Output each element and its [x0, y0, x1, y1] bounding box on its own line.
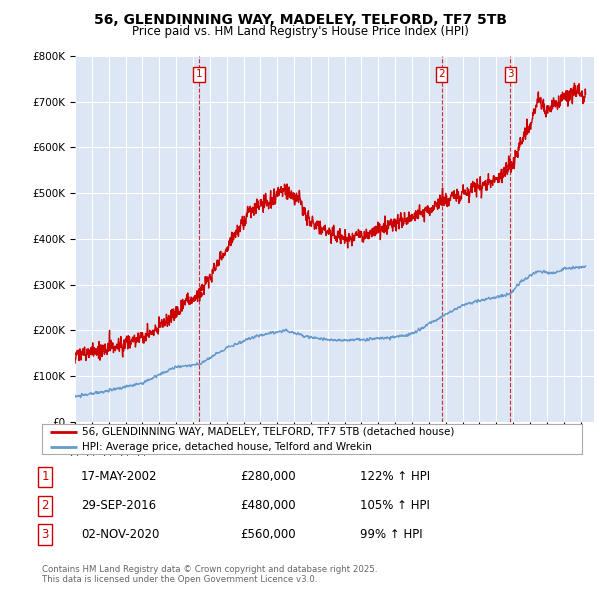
Text: 56, GLENDINNING WAY, MADELEY, TELFORD, TF7 5TB: 56, GLENDINNING WAY, MADELEY, TELFORD, T… — [94, 13, 506, 27]
Text: 1: 1 — [41, 470, 49, 483]
Text: 29-SEP-2016: 29-SEP-2016 — [81, 499, 156, 512]
Text: £560,000: £560,000 — [240, 528, 296, 541]
Text: 2: 2 — [41, 499, 49, 512]
Text: 1: 1 — [196, 70, 203, 79]
Text: Contains HM Land Registry data © Crown copyright and database right 2025.
This d: Contains HM Land Registry data © Crown c… — [42, 565, 377, 584]
Text: 02-NOV-2020: 02-NOV-2020 — [81, 528, 160, 541]
Text: 2: 2 — [438, 70, 445, 79]
Text: 3: 3 — [41, 528, 49, 541]
Text: HPI: Average price, detached house, Telford and Wrekin: HPI: Average price, detached house, Telf… — [83, 442, 373, 451]
Text: Price paid vs. HM Land Registry's House Price Index (HPI): Price paid vs. HM Land Registry's House … — [131, 25, 469, 38]
Text: 17-MAY-2002: 17-MAY-2002 — [81, 470, 157, 483]
Text: 105% ↑ HPI: 105% ↑ HPI — [360, 499, 430, 512]
Text: 99% ↑ HPI: 99% ↑ HPI — [360, 528, 422, 541]
Text: 122% ↑ HPI: 122% ↑ HPI — [360, 470, 430, 483]
Text: 3: 3 — [507, 70, 514, 79]
Text: £480,000: £480,000 — [240, 499, 296, 512]
Text: £280,000: £280,000 — [240, 470, 296, 483]
Text: 56, GLENDINNING WAY, MADELEY, TELFORD, TF7 5TB (detached house): 56, GLENDINNING WAY, MADELEY, TELFORD, T… — [83, 427, 455, 437]
